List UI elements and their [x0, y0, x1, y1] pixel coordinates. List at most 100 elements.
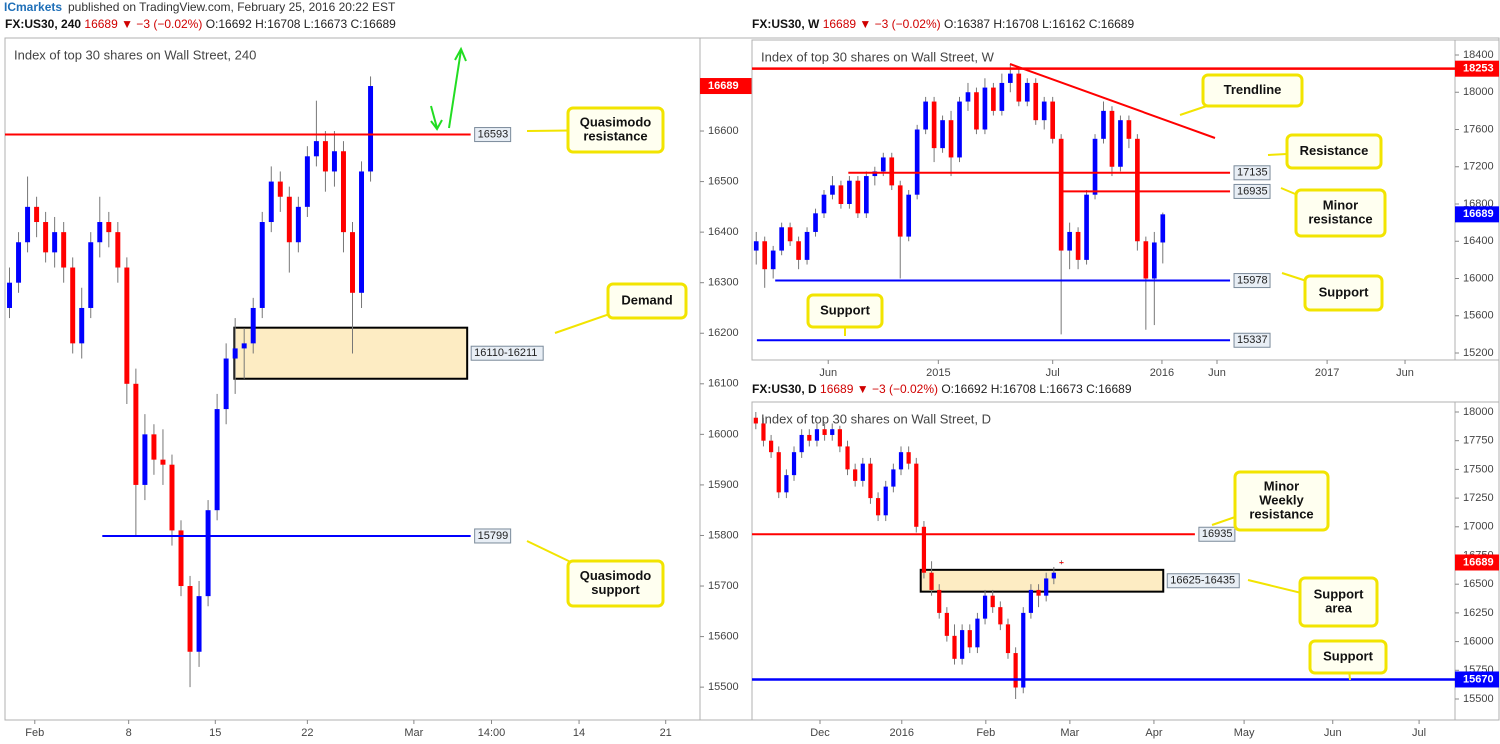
candle-body [250, 307, 256, 344]
candle-body [169, 464, 175, 531]
candle-body [1021, 612, 1026, 688]
candle-body [779, 227, 784, 251]
candle-body [1041, 101, 1047, 121]
candle-body [1008, 73, 1013, 83]
candle-body [975, 618, 980, 648]
y-tick-label: 15700 [708, 580, 739, 592]
candle-body [761, 423, 766, 441]
x-tick-label: 8 [126, 727, 132, 739]
y-tick-label: 18400 [1463, 49, 1494, 61]
candle-body [295, 206, 301, 243]
candle-body [883, 486, 888, 516]
candle-body [923, 101, 928, 130]
quote: 16689 ▼ −3 (−0.02%) [84, 17, 202, 31]
y-tick-label: 16500 [708, 175, 739, 187]
candle-body [1109, 110, 1115, 167]
zone-tag: 16110-16211 [474, 347, 537, 359]
candle-body [1151, 242, 1157, 279]
candle-body [97, 222, 103, 243]
candle-body [151, 434, 157, 460]
candle-body [331, 151, 337, 172]
callout-text: resistance [1249, 506, 1313, 521]
candle-body [990, 595, 995, 608]
candle-body [948, 120, 954, 158]
candle-body [929, 572, 934, 590]
last-price-box [1455, 206, 1499, 223]
level-tag: 17135 [1237, 167, 1268, 179]
candle-body [999, 82, 1005, 111]
y-tick-label: 15200 [1463, 347, 1494, 359]
candle-body [1005, 624, 1011, 654]
candle-body [1101, 110, 1106, 139]
callout-box [806, 293, 884, 329]
candle-body [268, 181, 274, 223]
candle-body [897, 185, 903, 237]
y-tick-label: 16400 [708, 226, 739, 238]
candle-body [814, 429, 820, 441]
candle-body [115, 232, 121, 268]
publish-note: published on TradingView.com, February 2… [68, 0, 396, 14]
y-tick-label: 16000 [1463, 635, 1494, 647]
x-tick-label: May [1234, 727, 1255, 739]
candle-body [967, 630, 972, 648]
y-tick-label: 15800 [708, 529, 739, 541]
candle-body [1051, 572, 1056, 579]
candle-body [7, 282, 12, 308]
x-tick-label: Mar [404, 727, 423, 739]
candle-body [952, 635, 957, 659]
y-tick-label: 15600 [1463, 310, 1494, 322]
y-tick-label: 18000 [1463, 86, 1494, 98]
y-tick-label: 17500 [1463, 463, 1494, 475]
candle-body [1092, 138, 1098, 195]
candle-body [1059, 562, 1064, 564]
candle-body [1013, 653, 1018, 688]
candle-body [304, 156, 310, 207]
price-axis [1454, 39, 1500, 361]
callout-box [1298, 576, 1379, 628]
candle-body [799, 434, 804, 453]
callout-text: support [591, 582, 640, 597]
candle-body [79, 307, 85, 344]
callout-text: Quasimodo [580, 114, 652, 129]
candle-body [864, 176, 869, 214]
panel-title: Index of top 30 shares on Wall Street, W [761, 49, 995, 64]
x-tick-label: Jun [1396, 367, 1414, 379]
x-tick-label: Feb [976, 727, 995, 739]
candle-body [762, 241, 768, 270]
x-tick-label: 2016 [1150, 367, 1174, 379]
y-tick-label: 15900 [708, 479, 739, 491]
level-tag: 15337 [1237, 334, 1268, 346]
x-tick-label: 14 [573, 727, 585, 739]
candle-body [813, 213, 818, 232]
x-tick-label: Mar [1060, 727, 1079, 739]
arrow-head [454, 46, 467, 62]
level-tag-box [474, 127, 512, 143]
axis-tag: 18253 [1463, 63, 1494, 75]
candle-body [784, 475, 789, 493]
candle-body [106, 222, 112, 233]
candle-body [322, 141, 328, 172]
level-tag-box [1233, 332, 1271, 348]
x-tick-label: Jun [1324, 727, 1342, 739]
y-tick-label: 16200 [708, 327, 739, 339]
candle-body [914, 463, 919, 527]
candle-body [906, 194, 912, 237]
callout-box [566, 106, 665, 154]
y-tick-label: 17000 [1463, 521, 1494, 533]
symbol: FX:US30, D [752, 382, 817, 396]
candle-body [804, 231, 810, 260]
candle-body [1016, 73, 1022, 102]
arrow-down [430, 105, 438, 129]
candle-body [965, 92, 971, 102]
level-tag: 15799 [478, 530, 509, 542]
callout-text: Support [1319, 284, 1369, 299]
candle-body [368, 86, 374, 172]
candle-body [1044, 578, 1049, 596]
candle-body [52, 232, 58, 253]
candle-body [1084, 194, 1089, 260]
candle-body [205, 510, 211, 597]
candle-body [830, 429, 835, 435]
candle-body [960, 630, 965, 659]
callout-text: Quasimodo [580, 568, 652, 583]
